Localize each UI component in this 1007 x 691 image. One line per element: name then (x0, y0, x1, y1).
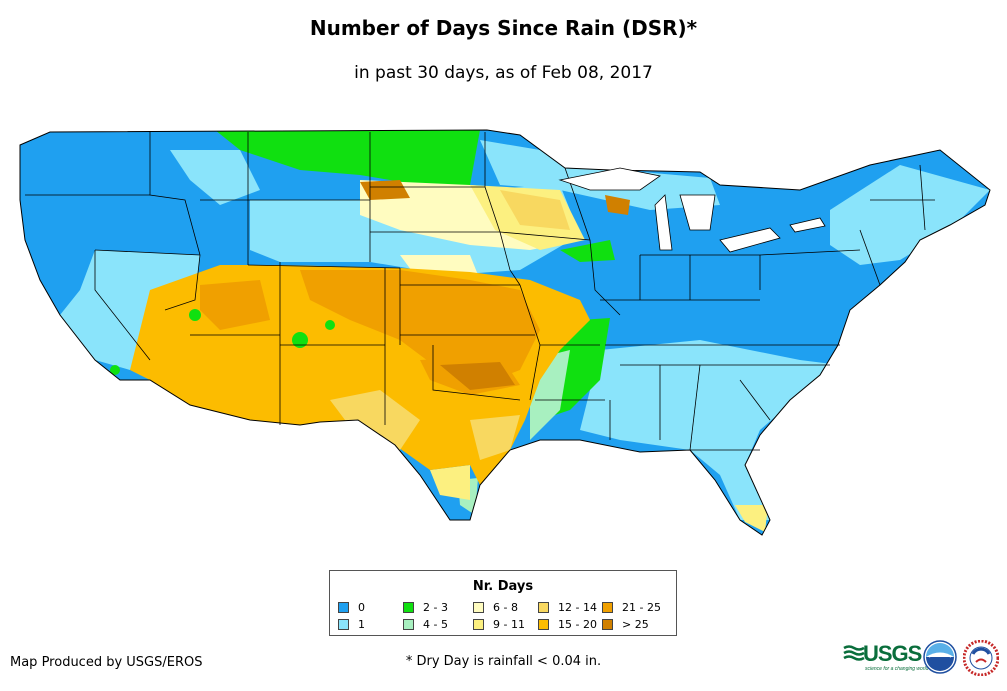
legend-swatch (602, 602, 613, 613)
legend-item-12-14: 12 - 14 (538, 602, 597, 614)
legend-swatch (403, 602, 414, 613)
legend-item-9-11: 9 - 11 (473, 619, 525, 631)
great-lakes (558, 167, 826, 253)
legend-label: 4 - 5 (423, 618, 448, 631)
usgs-wordmark: USGS (863, 641, 922, 666)
usgs-logo-icon (843, 645, 865, 661)
legend: Nr. Days 0 1 2 - 3 4 - 5 6 - 8 9 - 11 12… (329, 570, 677, 636)
legend-item-gt-25: > 25 (602, 619, 649, 631)
legend-swatch (473, 619, 484, 630)
map-credit: Map Produced by USGS/EROS (10, 655, 203, 670)
legend-label: 9 - 11 (493, 618, 525, 631)
legend-swatch (338, 619, 349, 630)
dsr-color-fill (20, 130, 990, 535)
legend-label: > 25 (622, 618, 649, 631)
legend-label: 6 - 8 (493, 601, 518, 614)
noaa-logo-icon (923, 640, 957, 674)
state-borders (25, 132, 935, 451)
legend-swatch (403, 619, 414, 630)
legend-label: 2 - 3 (423, 601, 448, 614)
legend-item-4-5: 4 - 5 (403, 619, 448, 631)
legend-label: 12 - 14 (558, 601, 597, 614)
legend-swatch (602, 619, 613, 630)
legend-swatch (538, 619, 549, 630)
legend-title: Nr. Days (472, 579, 534, 594)
legend-swatch (473, 602, 484, 613)
legend-label: 15 - 20 (558, 618, 597, 631)
map-subtitle: in past 30 days, as of Feb 08, 2017 (354, 63, 653, 83)
nws-logo-icon (963, 640, 999, 676)
legend-item-21-25: 21 - 25 (602, 602, 661, 614)
legend-label: 0 (358, 601, 365, 614)
us-outline (19, 129, 991, 536)
map-title: Number of Days Since Rain (DSR)* (309, 16, 698, 40)
us-dsr-map (19, 129, 991, 536)
agency-logos: USGS science for a changing world (843, 638, 1003, 678)
usgs-tagline: science for a changing world (865, 666, 929, 672)
legend-item-6-8: 6 - 8 (473, 602, 518, 614)
legend-item-2-3: 2 - 3 (403, 602, 448, 614)
legend-item-15-20: 15 - 20 (538, 619, 597, 631)
legend-item-0: 0 (338, 602, 365, 614)
legend-swatch (338, 602, 349, 613)
dry-day-footnote: * Dry Day is rainfall < 0.04 in. (405, 654, 602, 669)
legend-item-1: 1 (338, 619, 365, 631)
legend-label: 1 (358, 618, 365, 631)
legend-swatch (538, 602, 549, 613)
legend-label: 21 - 25 (622, 601, 661, 614)
